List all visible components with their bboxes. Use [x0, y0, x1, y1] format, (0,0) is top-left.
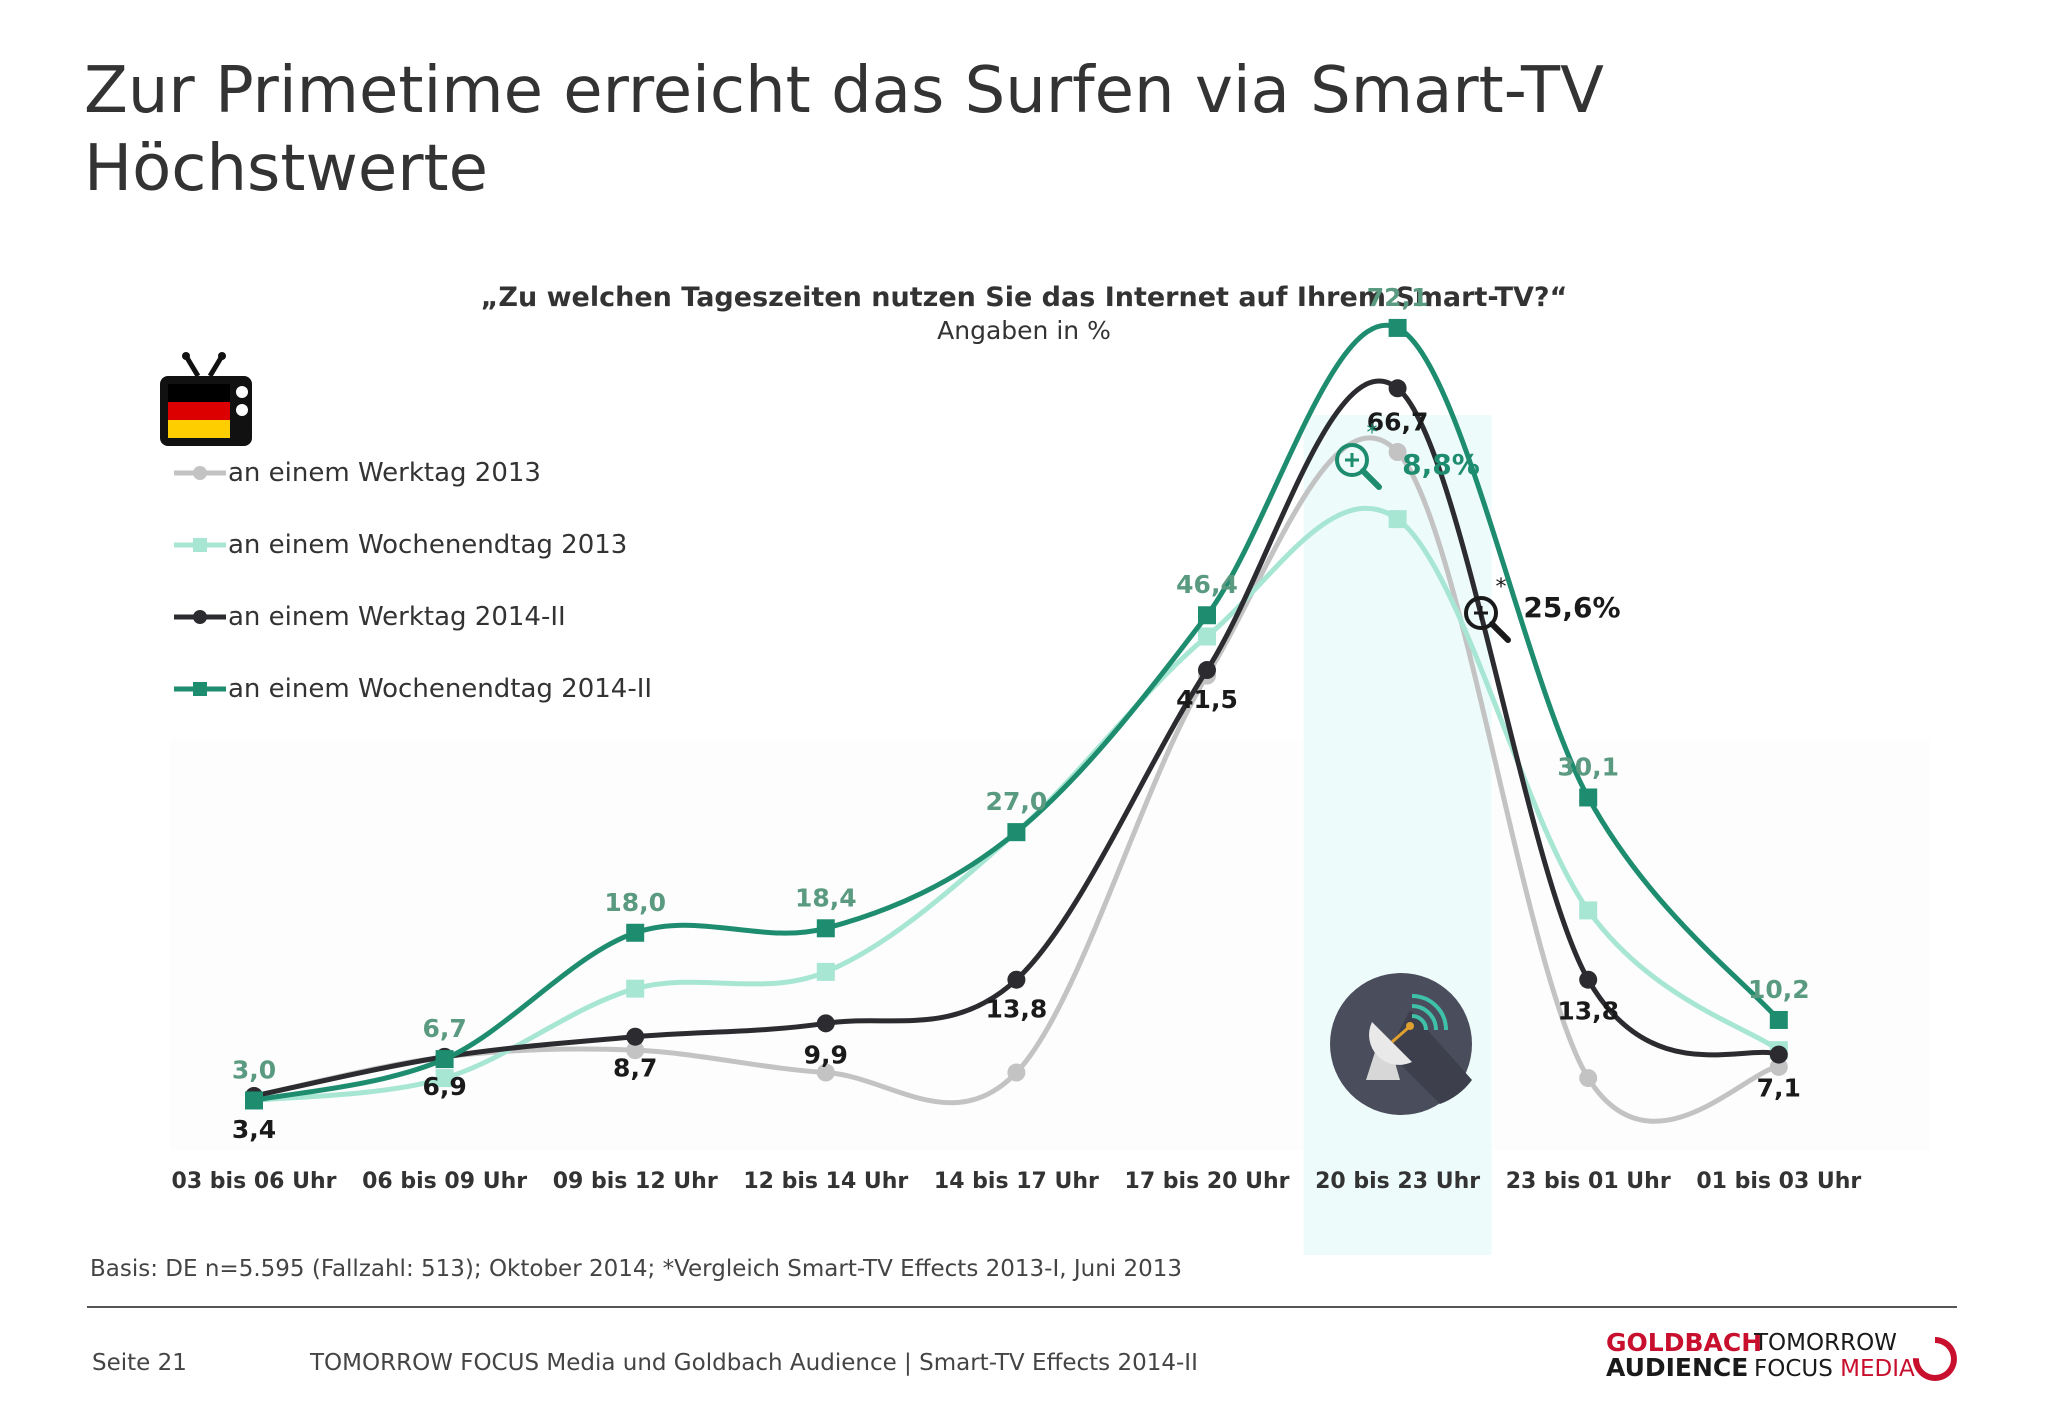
data-label-wochenendtag-2014-7: 30,1: [1557, 752, 1619, 781]
chart-subtitle: Angaben in %: [937, 316, 1111, 345]
annotation-value-2: 25,6%: [1523, 591, 1620, 624]
series-3-point-2: [626, 923, 645, 942]
tf-logo-focus: FOCUS: [1754, 1356, 1833, 1382]
series-3-point-4: [1007, 823, 1026, 842]
legend-label: an einem Werktag 2014-II: [228, 602, 566, 632]
footer-divider: [87, 1306, 1957, 1308]
legend-swatch-square-mint: [174, 538, 226, 552]
legend-swatch-circle-grey: [174, 466, 226, 480]
series-3-point-6: [1388, 318, 1407, 337]
german-tv-icon: [160, 352, 252, 446]
data-label-werktag-2014-6: 66,7: [1367, 407, 1429, 436]
series-3-point-7: [1579, 788, 1598, 807]
series-3-point-3: [816, 919, 835, 938]
series-3-point-1: [435, 1050, 454, 1069]
legend-label: an einem Wochenendtag 2013: [228, 530, 628, 560]
series-2-point-8: [1769, 1045, 1788, 1064]
series-2-point-3: [816, 1014, 835, 1033]
series-0-point-7: [1579, 1069, 1598, 1088]
zoom-in-icon: [1335, 443, 1382, 490]
series-3-point-8: [1769, 1010, 1788, 1029]
series-2-point-5: [1198, 661, 1216, 680]
legend-swatch-circle-dark: [174, 610, 226, 624]
series-0-point-4: [1007, 1063, 1026, 1082]
data-label-werktag-2014-3: 9,9: [804, 1040, 848, 1069]
series-1-point-7: [1579, 901, 1598, 920]
x-tick-label-0: 03 bis 06 Uhr: [172, 1169, 337, 1194]
data-label-wochenendtag-2014-1: 6,7: [422, 1014, 466, 1043]
series-1-point-2: [626, 979, 645, 998]
data-label-werktag-2014-1: 6,9: [422, 1072, 466, 1101]
tf-logo-line-1: TOMORROW: [1754, 1330, 1897, 1356]
page-title: Zur Primetime erreicht das Surfen via Sm…: [84, 52, 1784, 208]
series-3-point-5: [1198, 606, 1216, 625]
data-label-wochenendtag-2014-3: 18,4: [795, 883, 857, 912]
data-label-wochenendtag-2014-0: 3,0: [232, 1055, 276, 1084]
chart-title: „Zu welchen Tageszeiten nutzen Sie das I…: [480, 282, 1568, 313]
satellite-dish-icon: [1330, 973, 1472, 1115]
goldbach-logo-line-2: AUDIENCE: [1606, 1353, 1749, 1382]
x-tick-label-4: 14 bis 17 Uhr: [934, 1169, 1099, 1194]
series-0-point-6: [1388, 443, 1407, 462]
highlight-column: [1303, 415, 1492, 1255]
data-label-werktag-2014-2: 8,7: [613, 1054, 657, 1083]
x-tick-label-7: 23 bis 01 Uhr: [1506, 1169, 1671, 1194]
x-tick-label-5: 17 bis 20 Uhr: [1125, 1169, 1290, 1194]
x-tick-label-2: 09 bis 12 Uhr: [553, 1169, 718, 1194]
series-0-point-2: [626, 1041, 645, 1060]
zoom-in-icon: [1464, 596, 1511, 643]
data-label-wochenendtag-2014-5: 46,4: [1176, 570, 1238, 599]
footnote: Basis: DE n=5.595 (Fallzahl: 513); Oktob…: [90, 1256, 1183, 1282]
series-2-point-4: [1007, 970, 1026, 989]
series-2-point-2: [626, 1027, 645, 1046]
x-tick-label-8: 01 bis 03 Uhr: [1696, 1169, 1861, 1194]
goldbach-logo: GOLDBACH AUDIENCE: [1606, 1330, 1762, 1380]
series-1-point-1: [435, 1069, 454, 1088]
legend-label: an einem Werktag 2013: [228, 458, 541, 488]
data-label-werktag-2014-0: 3,4: [232, 1115, 276, 1144]
data-label-wochenendtag-2014-2: 18,0: [604, 888, 666, 917]
data-label-werktag-2014-8: 7,1: [1757, 1074, 1801, 1103]
page-title-line-2: Höchstwerte: [84, 132, 488, 206]
data-label-wochenendtag-2014-8: 10,2: [1748, 975, 1810, 1004]
series-2-point-6: [1388, 379, 1407, 398]
series-0-point-8: [1769, 1057, 1788, 1076]
annotation-star-1: *: [1367, 421, 1378, 446]
tf-logo-mark-icon: [1912, 1337, 1957, 1381]
series-line-3: [251, 322, 1782, 1103]
page-number: Seite 21: [92, 1350, 187, 1376]
x-tick-label-3: 12 bis 14 Uhr: [743, 1169, 908, 1194]
data-label-wochenendtag-2014-6: 72,1: [1367, 283, 1429, 312]
data-label-werktag-2014-5: 41,5: [1176, 685, 1238, 714]
data-label-werktag-2014-4: 13,8: [986, 995, 1048, 1024]
tf-logo-media: MEDIA: [1840, 1356, 1915, 1382]
plot-area: [170, 740, 1930, 1150]
legend-label: an einem Wochenendtag 2014-II: [228, 674, 653, 704]
legend-swatch-square-green: [174, 682, 226, 696]
series-2-point-7: [1579, 970, 1598, 989]
series-3-point-0: [245, 1091, 263, 1110]
data-label-werktag-2014-7: 13,8: [1557, 997, 1619, 1026]
x-tick-label-1: 06 bis 09 Uhr: [362, 1169, 527, 1194]
series-0-point-3: [816, 1063, 835, 1082]
series-1-point-3: [816, 962, 835, 981]
data-label-wochenendtag-2014-4: 27,0: [986, 787, 1048, 816]
source-line: TOMORROW FOCUS Media und Goldbach Audien…: [310, 1350, 1198, 1376]
series-line-2: [251, 378, 1782, 1099]
tomorrow-focus-logo: TOMORROW FOCUS MEDIA: [1754, 1330, 1915, 1382]
series-1-point-6: [1388, 510, 1407, 529]
series-line-0: [251, 435, 1782, 1124]
x-tick-label-6: 20 bis 23 Uhr: [1315, 1169, 1480, 1194]
goldbach-logo-line-1: GOLDBACH: [1606, 1328, 1763, 1357]
annotation-star-2: *: [1496, 575, 1507, 600]
annotation-value-1: 8,8%: [1402, 448, 1480, 481]
page-title-line-1: Zur Primetime erreicht das Surfen via Sm…: [84, 54, 1604, 128]
series-1-point-5: [1198, 627, 1216, 646]
